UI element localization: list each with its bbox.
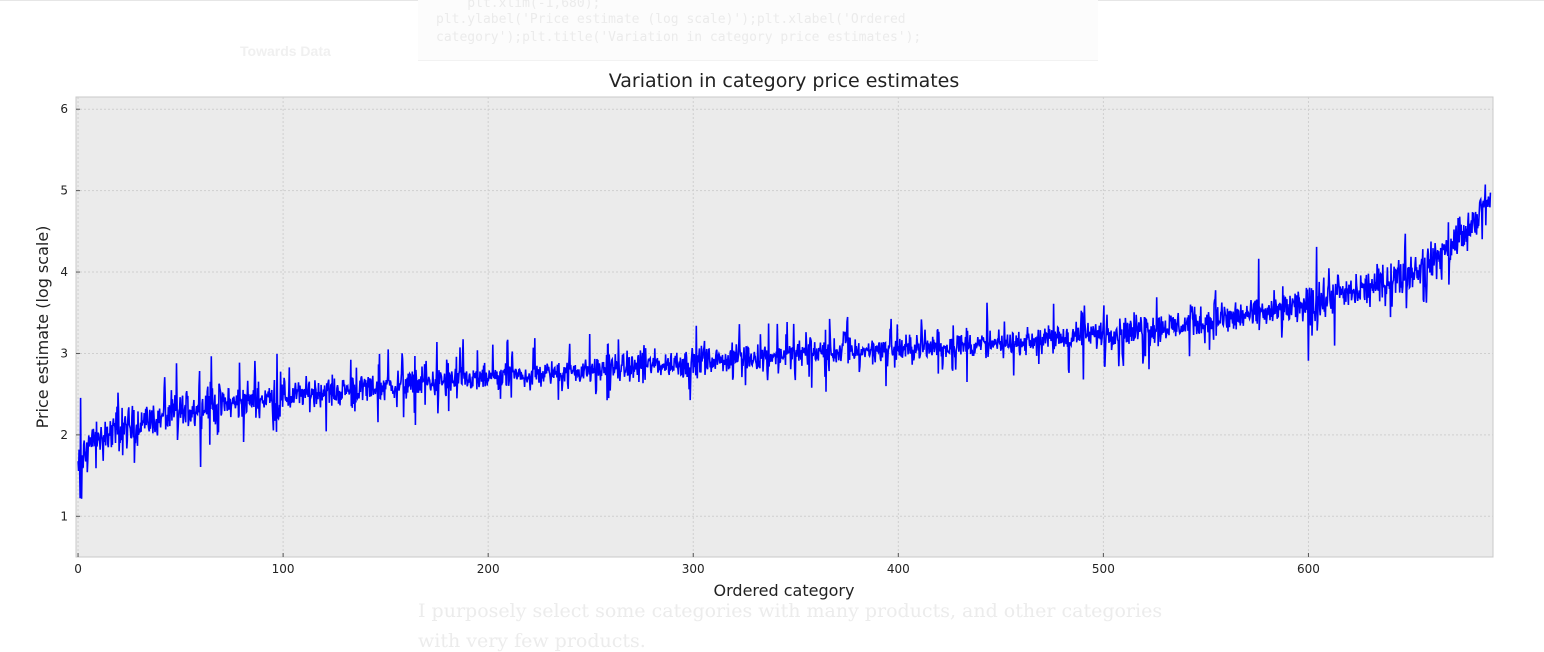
series-line — [77, 184, 1492, 499]
x-tick-label: 400 — [887, 562, 910, 576]
body-paragraph-line: with very few products. — [418, 630, 646, 652]
body-paragraph-line: I purposely select some categories with … — [418, 600, 1163, 622]
axis-ticks: 0 100 200 300 400 500 600 1 2 3 4 5 6 — [60, 102, 1320, 576]
grid-lines — [76, 97, 1493, 557]
site-brand[interactable]: Towards Data — [240, 43, 331, 59]
x-tick-label: 600 — [1297, 562, 1320, 576]
code-block: plt.xlim(-1,680); plt.ylabel('Price esti… — [418, 0, 1098, 61]
y-tick-label: 5 — [60, 184, 68, 198]
code-line: category');plt.title('Variation in categ… — [436, 30, 922, 45]
x-tick-label: 500 — [1092, 562, 1115, 576]
x-axis-label: Ordered category — [714, 581, 855, 600]
x-tick-label: 200 — [477, 562, 500, 576]
y-tick-label: 1 — [60, 509, 68, 523]
x-tick-label: 300 — [682, 562, 705, 576]
plot-area — [75, 96, 1494, 558]
chart-title: Variation in category price estimates — [609, 70, 960, 92]
code-line: plt.xlim(-1,680); — [436, 0, 601, 11]
y-tick-label: 6 — [60, 102, 68, 116]
y-axis-label: Price estimate (log scale) — [33, 226, 52, 429]
y-tick-label: 3 — [60, 346, 68, 360]
y-tick-label: 2 — [60, 428, 68, 442]
x-tick-label: 0 — [74, 562, 82, 576]
y-tick-label: 4 — [60, 265, 68, 279]
x-tick-label: 100 — [272, 562, 295, 576]
code-line: plt.ylabel('Price estimate (log scale)')… — [436, 12, 906, 27]
data-series — [77, 184, 1492, 499]
